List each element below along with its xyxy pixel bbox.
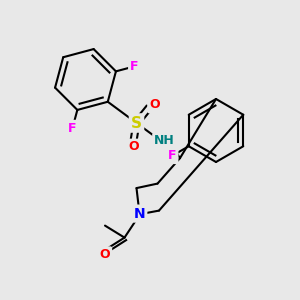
Text: O: O (149, 98, 160, 112)
Text: S: S (131, 116, 142, 130)
Text: O: O (128, 140, 139, 154)
Text: F: F (168, 149, 177, 162)
Text: NH: NH (154, 134, 175, 148)
Text: N: N (134, 207, 145, 220)
Text: O: O (100, 248, 110, 261)
Text: F: F (130, 60, 138, 73)
Text: F: F (68, 122, 77, 135)
